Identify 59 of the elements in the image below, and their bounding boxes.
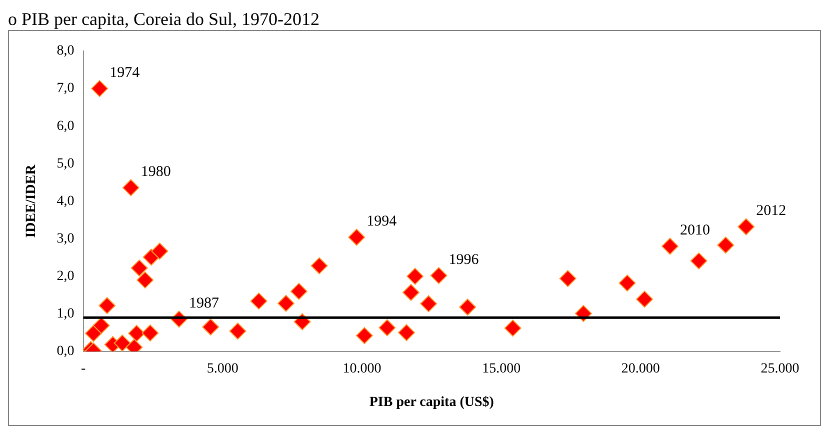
point xyxy=(277,294,294,312)
x-tick-label: - xyxy=(80,361,86,376)
y-tick-label: 5,0 xyxy=(56,156,74,172)
point xyxy=(310,257,328,274)
point xyxy=(202,318,220,336)
point xyxy=(229,322,246,340)
point xyxy=(402,284,420,301)
point xyxy=(290,282,308,300)
point xyxy=(356,327,373,344)
point xyxy=(142,324,159,342)
point xyxy=(378,319,396,336)
point xyxy=(84,324,102,342)
annotation: 2010 xyxy=(680,222,710,239)
annotation: 1980 xyxy=(140,164,171,180)
point xyxy=(559,270,576,288)
point xyxy=(348,228,366,246)
y-tick-label: 4,0 xyxy=(56,194,74,209)
x-axis-title: PIB per capita (US$) xyxy=(369,395,494,410)
point xyxy=(136,272,154,289)
point xyxy=(430,267,448,284)
point xyxy=(91,80,108,98)
point xyxy=(504,320,522,337)
chart-title: o PIB per capita, Coreia do Sul, 1970-2012 xyxy=(8,8,320,30)
y-tick-label: 0,0 xyxy=(56,344,74,360)
point xyxy=(717,236,734,254)
point xyxy=(618,274,636,292)
point xyxy=(114,334,131,352)
annotation: 1987 xyxy=(189,296,220,312)
y-tick-label: 2,0 xyxy=(56,268,74,284)
point xyxy=(128,324,146,342)
point xyxy=(122,179,140,196)
x-tick-label: 20.000 xyxy=(621,361,660,376)
y-axis-title: IDEE/IDER xyxy=(24,164,40,238)
point xyxy=(636,290,654,308)
point xyxy=(420,295,438,312)
point xyxy=(662,238,679,255)
point xyxy=(406,268,424,285)
y-tick-label: 3,0 xyxy=(56,231,74,246)
point xyxy=(459,298,476,316)
annotation: 1974 xyxy=(110,64,140,81)
point xyxy=(738,218,755,236)
point xyxy=(250,292,268,310)
y-tick-label: 1,0 xyxy=(56,306,74,322)
y-tick-label: 8,0 xyxy=(56,44,74,59)
x-tick-label: 5.000 xyxy=(206,361,238,376)
y-tick-label: 7,0 xyxy=(56,81,74,96)
x-tick-label: 25.000 xyxy=(760,361,800,376)
point xyxy=(130,260,148,277)
annotation: 2012 xyxy=(756,203,786,220)
point xyxy=(398,324,416,342)
y-tick-label: 6,0 xyxy=(56,118,74,134)
x-tick-label: 15.000 xyxy=(482,361,521,376)
point xyxy=(98,297,116,314)
x-tick-label: 10.000 xyxy=(342,361,382,376)
point xyxy=(151,242,168,260)
point xyxy=(690,252,708,270)
annotation: 1996 xyxy=(448,252,480,268)
point xyxy=(92,316,110,334)
annotation: 1994 xyxy=(366,214,398,230)
